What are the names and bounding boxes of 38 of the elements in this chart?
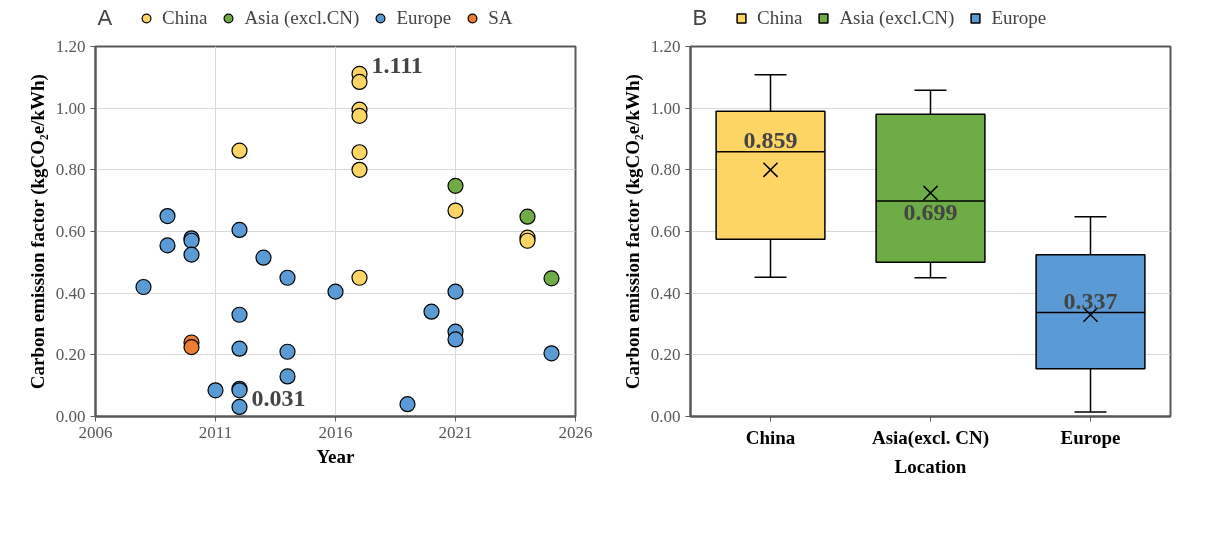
annotation: 0.031 — [251, 385, 306, 412]
x-tick-label: Asia(excl. CN) — [871, 426, 990, 449]
legend-label: Europe — [991, 7, 1047, 29]
x-tick-label: 2026 — [558, 422, 593, 442]
y-tick-label: 0.20 — [55, 345, 86, 365]
x-tick-label: 2016 — [318, 422, 353, 442]
y-tick-label: 0.00 — [650, 407, 681, 426]
annotation: 0.859 — [743, 126, 798, 153]
annotation: 0.337 — [1063, 287, 1118, 314]
y-tick-label: 1.00 — [650, 98, 681, 118]
x-axis-title: Year — [316, 445, 356, 467]
y-tick-label: 0.80 — [55, 160, 86, 180]
x-axis-title: Location — [894, 455, 967, 477]
x-tick-label: China — [745, 426, 796, 448]
y-tick-label: 0.80 — [650, 160, 681, 180]
legend-label: Asia (excl.CN) — [244, 7, 360, 29]
legend-label: Europe — [396, 7, 452, 29]
y-tick-label: 0.60 — [650, 222, 681, 241]
chart-title: B — [692, 5, 708, 30]
y-axis-title: Carbon emission factor (kgCO₂e/kWh) — [621, 74, 644, 390]
y-tick-label: 0.60 — [55, 222, 86, 241]
y-tick-label: 1.00 — [55, 98, 86, 118]
x-tick-label: 2011 — [198, 422, 233, 442]
x-tick-label: 2021 — [438, 422, 473, 442]
y-axis-title: Carbon emission factor (kgCO₂e/kWh) — [26, 74, 49, 390]
legend-label: SA — [488, 7, 513, 29]
y-tick-label: 1.20 — [650, 37, 681, 56]
legend-label: China — [162, 7, 208, 29]
annotation: 1.111 — [371, 52, 423, 79]
chart-title: A — [97, 5, 113, 30]
annotation: 0.699 — [903, 198, 958, 225]
legend-label: China — [757, 7, 803, 29]
y-tick-label: 1.20 — [55, 37, 86, 56]
x-tick-label: Europe — [1060, 426, 1121, 448]
y-tick-label: 0.40 — [55, 283, 86, 303]
legend-label: Asia (excl.CN) — [839, 7, 955, 29]
y-tick-label: 0.20 — [650, 345, 681, 365]
y-tick-label: 0.40 — [650, 283, 681, 303]
